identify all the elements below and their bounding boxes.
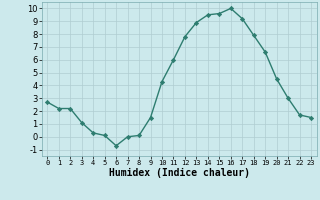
X-axis label: Humidex (Indice chaleur): Humidex (Indice chaleur)	[109, 168, 250, 178]
